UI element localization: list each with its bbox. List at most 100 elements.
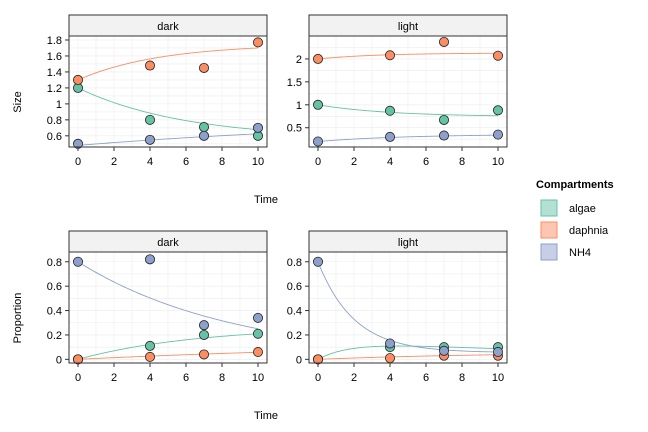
- point-algae: [384, 105, 395, 116]
- point-daphnia: [144, 60, 155, 71]
- x-tick-label: 10: [492, 372, 504, 384]
- legend-swatch-daphnia: [540, 221, 558, 239]
- point-nh4: [312, 256, 323, 267]
- curve-algae: [317, 104, 499, 117]
- legend: Compartments algae daphnia NH4: [536, 179, 614, 261]
- curve-daphnia: [77, 351, 259, 360]
- y-axis: 0 0.2 0.4 0.6 0.8: [47, 257, 69, 366]
- point-nh4: [144, 134, 155, 145]
- x-tick-label: 8: [459, 156, 465, 168]
- x-axis: 0 2 4 6 8 10: [315, 363, 504, 384]
- x-tick-label: 10: [492, 156, 504, 168]
- x-tick-label: 4: [387, 156, 393, 168]
- legend-label-algae: algae: [569, 203, 596, 215]
- point-daphnia: [252, 347, 263, 358]
- point-algae: [198, 122, 209, 133]
- y-axis: 0 0.2 0.4 0.6 0.8: [287, 257, 309, 366]
- data-points: [312, 256, 503, 365]
- point-algae: [492, 105, 503, 116]
- y-tick-label: 0.6: [47, 131, 62, 143]
- panel-border: [308, 251, 508, 364]
- ylabel-bottom: Proportion: [12, 293, 24, 344]
- curve-nh4: [77, 133, 259, 146]
- point-nh4: [492, 129, 503, 140]
- gridlines: [69, 36, 267, 147]
- point-nh4: [492, 347, 503, 358]
- point-nh4: [144, 254, 155, 265]
- y-tick-label: 0.2: [47, 330, 62, 342]
- x-tick-label: 8: [459, 372, 465, 384]
- y-tick-label: 0: [296, 354, 302, 366]
- y-tick-label: 0.4: [287, 306, 302, 318]
- x-tick-label: 2: [111, 156, 117, 168]
- point-nh4: [384, 131, 395, 142]
- panel-1: dark 0 2 4 6 8 10 0.6 0.8 1 1.2 1.4 1.6 1.8: [47, 14, 268, 168]
- curve-nh4: [77, 261, 259, 330]
- facet-label: dark: [157, 21, 179, 33]
- y-tick-label: 1: [56, 99, 62, 111]
- point-algae: [198, 329, 209, 340]
- point-daphnia: [384, 50, 395, 61]
- y-tick-label: 0.2: [287, 330, 302, 342]
- curve-algae: [77, 87, 259, 131]
- data-points: [312, 36, 503, 147]
- point-nh4: [73, 256, 84, 267]
- x-tick-label: 8: [219, 372, 225, 384]
- curve-algae: [317, 345, 499, 360]
- facet-label: dark: [157, 237, 179, 249]
- x-tick-label: 4: [147, 372, 153, 384]
- point-algae: [144, 114, 155, 125]
- panel-border: [308, 35, 508, 148]
- legend-label-daphnia: daphnia: [569, 225, 609, 237]
- point-algae: [312, 99, 323, 110]
- x-tick-label: 10: [252, 156, 264, 168]
- point-daphnia: [144, 351, 155, 362]
- x-tick-label: 6: [183, 156, 189, 168]
- y-tick-label: 0.8: [47, 115, 62, 127]
- point-algae: [144, 340, 155, 351]
- panel-border: [68, 251, 268, 364]
- y-tick-label: 2: [296, 54, 302, 66]
- curve-nh4: [317, 134, 499, 142]
- point-nh4: [384, 338, 395, 349]
- legend-swatch-algae: [540, 199, 558, 217]
- fitted-curves: [77, 261, 259, 360]
- gridlines: [309, 35, 507, 147]
- facet-label: light: [398, 21, 418, 33]
- y-tick-label: 1.2: [47, 83, 62, 95]
- x-tick-label: 6: [423, 372, 429, 384]
- xlabel-bottom: Time: [254, 410, 278, 422]
- ylabel-top: Size: [12, 91, 24, 112]
- point-nh4: [438, 130, 449, 141]
- point-nh4: [438, 345, 449, 356]
- x-tick-label: 4: [147, 156, 153, 168]
- x-tick-label: 8: [219, 156, 225, 168]
- point-daphnia: [384, 353, 395, 364]
- x-tick-label: 2: [351, 156, 357, 168]
- x-axis: 0 2 4 6 8 10: [75, 363, 264, 384]
- legend-item-daphnia: daphnia: [540, 221, 609, 239]
- gridlines: [69, 252, 267, 363]
- point-daphnia: [198, 62, 209, 73]
- x-axis: 0 2 4 6 8 10: [75, 147, 264, 168]
- panel-border: [68, 35, 268, 148]
- y-tick-label: 0.8: [47, 257, 62, 269]
- point-daphnia: [438, 36, 449, 47]
- y-tick-label: 1.5: [287, 77, 302, 89]
- point-algae: [438, 114, 449, 125]
- x-axis: 0 2 4 6 8 10: [315, 147, 504, 168]
- x-tick-label: 0: [75, 156, 81, 168]
- y-tick-label: 1.4: [47, 67, 62, 79]
- xlabel-top: Time: [254, 194, 278, 206]
- panel-2: light 0 2 4 6 8 10 0.5 1 1.5 2: [287, 14, 508, 168]
- x-tick-label: 0: [75, 372, 81, 384]
- point-daphnia: [252, 37, 263, 48]
- curve-daphnia: [317, 52, 499, 60]
- x-tick-label: 0: [315, 372, 321, 384]
- curve-daphnia: [317, 354, 499, 360]
- curve-daphnia: [77, 47, 259, 81]
- y-tick-label: 0.5: [287, 123, 302, 135]
- data-points: [73, 37, 263, 149]
